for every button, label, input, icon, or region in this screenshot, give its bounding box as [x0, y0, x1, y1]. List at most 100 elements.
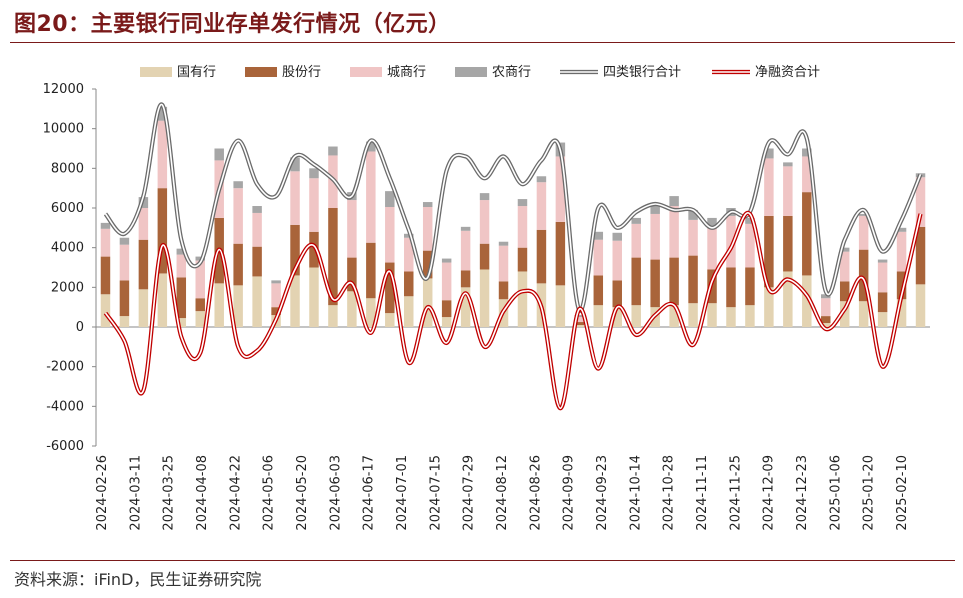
x-tick-label: 2024-10-28 — [662, 455, 677, 531]
bar-国有行-14 — [366, 298, 376, 327]
y-tick-label: 4000 — [51, 241, 84, 256]
legend-label: 农商行 — [492, 65, 531, 80]
x-tick-label: 2024-06-03 — [328, 455, 343, 531]
bar-农商行-28 — [631, 217, 641, 224]
bar-国有行-24 — [555, 285, 566, 327]
bar-股份行-4 — [176, 277, 187, 319]
bar-城商行-40 — [858, 215, 869, 250]
x-tick-label: 2024-12-09 — [762, 455, 777, 531]
bar-城商行-27 — [612, 240, 622, 281]
bar-农商行-0 — [100, 222, 111, 229]
bar-股份行-18 — [441, 300, 452, 318]
bar-农商行-17 — [422, 202, 433, 208]
bar-农商行-19 — [460, 226, 471, 231]
bar-城商行-15 — [385, 207, 395, 263]
bar-series — [100, 106, 926, 327]
bar-国有行-27 — [612, 307, 622, 327]
bar-股份行-20 — [479, 243, 490, 270]
bar-股份行-43 — [915, 226, 926, 285]
bar-农商行-38 — [821, 294, 831, 299]
legend-label: 四类银行合计 — [603, 65, 681, 80]
bar-股份行-19 — [460, 270, 471, 288]
bar-城商行-43 — [915, 177, 926, 227]
bar-城商行-42 — [896, 231, 907, 272]
bar-城商行-5 — [195, 260, 205, 299]
bar-股份行-2 — [138, 239, 149, 290]
bar-国有行-15 — [385, 313, 395, 327]
x-tick-label: 2024-04-08 — [195, 455, 210, 531]
bar-股份行-41 — [877, 292, 888, 313]
bar-农商行-25 — [574, 315, 585, 318]
bar-城商行-10 — [290, 171, 300, 225]
bar-农商行-7 — [233, 181, 243, 189]
bar-城商行-34 — [745, 223, 755, 268]
x-tick-label: 2024-08-12 — [495, 455, 510, 531]
y-tick-label: 10000 — [43, 122, 84, 137]
bar-农商行-40 — [858, 213, 869, 216]
bar-股份行-33 — [726, 267, 736, 308]
bar-股份行-25 — [574, 322, 585, 326]
legend-swatch — [455, 67, 487, 77]
bar-股份行-10 — [290, 224, 300, 276]
line-series — [103, 102, 923, 411]
bar-股份行-39 — [839, 281, 850, 302]
bar-国有行-1 — [119, 316, 130, 327]
x-tick-label: 2024-07-01 — [395, 455, 410, 531]
bar-城商行-7 — [233, 188, 243, 244]
y-tick-label: -4000 — [46, 399, 84, 414]
bar-国有行-35 — [764, 287, 774, 327]
x-tick-label: 2024-09-23 — [595, 455, 610, 531]
bar-城商行-39 — [839, 251, 850, 282]
bar-城商行-2 — [138, 208, 149, 240]
chart-title: 图20：主要银行同业存单发行情况（亿元） — [14, 12, 451, 37]
bar-股份行-37 — [802, 192, 812, 276]
bar-国有行-13 — [347, 291, 357, 327]
bar-国有行-19 — [460, 287, 471, 327]
bar-农商行-3 — [157, 106, 168, 121]
bar-国有行-32 — [707, 303, 717, 327]
bar-股份行-14 — [366, 242, 376, 299]
x-axis: 2024-02-26 2024-03-11 2024-03-25 2024-04-08… — [95, 455, 910, 531]
legend-label: 城商行 — [387, 65, 426, 80]
x-tick-label: 2024-12-23 — [795, 455, 810, 531]
bar-国有行-26 — [593, 305, 604, 327]
bar-股份行-24 — [555, 221, 566, 286]
bar-股份行-12 — [328, 208, 338, 306]
bar-城商行-20 — [479, 200, 490, 244]
bar-股份行-3 — [157, 188, 168, 274]
bar-国有行-7 — [233, 285, 243, 327]
bar-股份行-0 — [100, 256, 111, 295]
bar-农商行-21 — [498, 241, 509, 246]
bar-农商行-41 — [877, 259, 888, 263]
bar-国有行-6 — [214, 283, 224, 327]
legend-label: 净融资合计 — [755, 65, 820, 80]
line-净融资合计-inner — [104, 212, 922, 410]
bar-城商行-13 — [347, 200, 357, 258]
y-tick-label: 8000 — [51, 161, 84, 176]
bar-国有行-11 — [309, 267, 319, 327]
bar-股份行-29 — [650, 259, 660, 308]
bar-国有行-34 — [745, 305, 755, 327]
x-tick-label: 2024-11-25 — [728, 455, 743, 531]
bar-农商行-39 — [839, 247, 850, 252]
bar-股份行-31 — [688, 255, 698, 304]
source-note: 资料来源：iFinD，民生证券研究院 — [14, 570, 262, 589]
bar-农商行-36 — [783, 162, 793, 167]
y-axis: -6000 -4000 -2000 0 2000 4000 6000 8000 10000 120… — [43, 82, 930, 454]
bar-股份行-1 — [119, 280, 130, 317]
bar-股份行-17 — [422, 250, 433, 279]
bar-城商行-9 — [271, 283, 281, 308]
legend-label: 股份行 — [282, 65, 321, 80]
bar-国有行-17 — [422, 278, 433, 327]
y-tick-label: 2000 — [51, 280, 84, 295]
legend-swatch — [245, 67, 277, 77]
bar-城商行-32 — [707, 227, 717, 270]
bar-股份行-9 — [271, 307, 281, 316]
bar-国有行-40 — [858, 301, 869, 327]
bar-国有行-10 — [290, 275, 300, 327]
bar-农商行-18 — [441, 258, 452, 263]
bar-国有行-43 — [915, 284, 926, 327]
bar-城商行-30 — [669, 206, 679, 258]
bar-国有行-36 — [783, 271, 793, 327]
bar-城商行-22 — [517, 206, 528, 248]
